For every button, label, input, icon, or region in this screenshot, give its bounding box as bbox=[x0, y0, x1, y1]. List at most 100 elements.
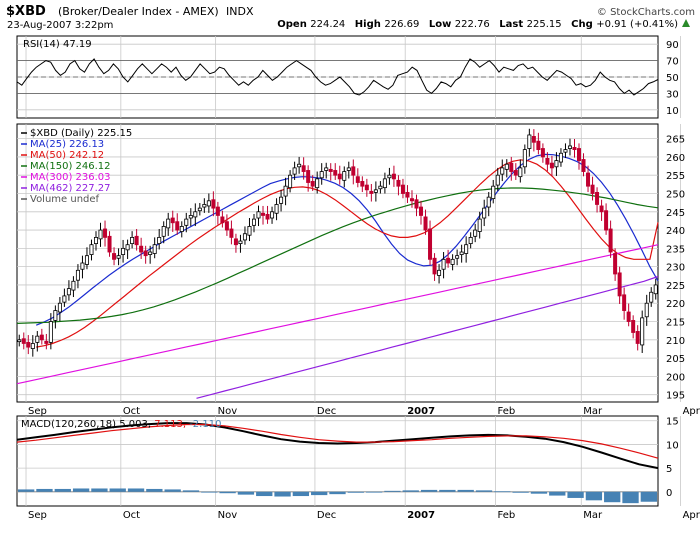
macd-x-tick-label: Mar bbox=[583, 510, 603, 521]
price-y-tick-label: 250 bbox=[666, 190, 685, 201]
candle-body bbox=[157, 236, 162, 245]
candle-body bbox=[513, 170, 518, 176]
ma-line-ma25 bbox=[35, 153, 659, 326]
candle-body bbox=[590, 184, 595, 194]
candle-body bbox=[333, 170, 338, 176]
macd-y-tick-label: 10 bbox=[666, 440, 679, 451]
candle-body bbox=[581, 159, 586, 172]
candle-body bbox=[193, 211, 198, 218]
candle-body bbox=[242, 233, 247, 241]
rsi-y-tick-label: 70 bbox=[666, 57, 679, 68]
candle-body bbox=[450, 258, 455, 265]
macd-histogram-bar bbox=[365, 491, 383, 493]
candle-body bbox=[184, 218, 189, 226]
macd-panel: SepOctNovDec2007FebMarAprMayJunJulAug051… bbox=[16, 415, 700, 521]
histogram-value: -2.110 bbox=[189, 419, 221, 430]
candle-body bbox=[80, 262, 85, 270]
signal-line bbox=[16, 423, 659, 459]
candle-body bbox=[247, 226, 252, 236]
legend-ma150: MA(150) 246.12 bbox=[30, 161, 111, 172]
candle-body bbox=[324, 167, 329, 171]
price-y-tick-label: 265 bbox=[666, 135, 685, 146]
candle-body bbox=[572, 147, 577, 151]
price-x-tick-label: Oct bbox=[123, 406, 140, 417]
candle-body bbox=[21, 338, 26, 344]
legend-ma462: MA(462) 227.27 bbox=[30, 183, 111, 194]
candle-body bbox=[134, 235, 139, 246]
candle-body bbox=[382, 178, 387, 189]
candle-body bbox=[116, 255, 121, 259]
index-description: (Broker/Dealer Index - AMEX) bbox=[58, 5, 219, 18]
price-y-tick-label: 255 bbox=[666, 171, 685, 182]
candle-body bbox=[279, 196, 284, 204]
candle-body bbox=[143, 250, 148, 257]
timestamp-label: 23-Aug-2007 3:22pm bbox=[7, 20, 113, 31]
price-legend-title: $XBD (Daily) 225.15 bbox=[30, 128, 132, 139]
ma-line-ma462 bbox=[196, 275, 659, 399]
price-y-tick-label: 230 bbox=[666, 263, 685, 274]
open-label: Open bbox=[277, 19, 307, 30]
candle-body bbox=[220, 216, 225, 224]
price-y-tick-label: 200 bbox=[666, 372, 685, 383]
macd-histogram-bar bbox=[36, 488, 53, 492]
candle-body bbox=[400, 184, 405, 194]
price-frame bbox=[16, 123, 659, 403]
candle-body bbox=[540, 148, 545, 158]
macd-value: MACD(120,260,18) 5.003, bbox=[21, 419, 154, 430]
macd-y-tick-label: 15 bbox=[666, 417, 679, 428]
candle-body bbox=[563, 149, 568, 153]
macd-histogram-bar bbox=[292, 491, 310, 497]
candle-body bbox=[251, 218, 256, 226]
candle-body bbox=[256, 211, 261, 219]
candle-body bbox=[504, 163, 509, 170]
candle-body bbox=[373, 189, 378, 193]
price-x-tick-label: Nov bbox=[218, 406, 238, 417]
candle-body bbox=[441, 258, 446, 270]
candle-body bbox=[292, 167, 297, 175]
candle-body bbox=[631, 320, 636, 333]
candle-body bbox=[310, 181, 315, 187]
candle-body bbox=[161, 226, 166, 237]
candle-body bbox=[342, 171, 347, 181]
chart-header: $XBD (Broker/Dealer Index - AMEX) INDX 2… bbox=[6, 4, 695, 31]
macd-x-tick-label: Nov bbox=[218, 510, 238, 521]
candle-body bbox=[387, 174, 392, 179]
candle-body bbox=[604, 210, 609, 231]
candle-body bbox=[586, 172, 591, 187]
macd-histogram-bar bbox=[494, 491, 511, 493]
candle-body bbox=[554, 160, 559, 168]
macd-histogram-bar bbox=[420, 489, 438, 492]
last-label: Last bbox=[499, 19, 523, 30]
candle-body bbox=[599, 205, 604, 213]
macd-y-tick-label: 0 bbox=[666, 488, 672, 499]
candle-body bbox=[306, 170, 311, 183]
candle-body bbox=[26, 341, 31, 348]
candle-body bbox=[495, 174, 500, 186]
symbol-label: $XBD bbox=[6, 4, 46, 19]
candle-body bbox=[608, 228, 613, 253]
macd-histogram-bar bbox=[127, 488, 145, 492]
macd-x-tick-label: Feb bbox=[497, 510, 515, 521]
candle-body bbox=[432, 257, 437, 275]
candle-body bbox=[62, 295, 67, 303]
macd-histogram-bar bbox=[604, 491, 621, 503]
candle-body bbox=[265, 213, 270, 220]
price-x-tick-label: Sep bbox=[28, 406, 47, 417]
last-value: 225.15 bbox=[527, 19, 562, 30]
candle-body bbox=[121, 247, 126, 255]
macd-x-tick-label: Oct bbox=[123, 510, 140, 521]
macd-line bbox=[16, 422, 659, 470]
candle-body bbox=[527, 134, 532, 149]
quote-strip: Open 224.24 High 226.69 Low 222.76 Last … bbox=[277, 19, 678, 30]
macd-histogram-bar bbox=[384, 490, 401, 492]
candle-body bbox=[288, 174, 293, 189]
price-x-tick-label: Mar bbox=[583, 406, 603, 417]
candle-body bbox=[238, 240, 243, 245]
candle-body bbox=[364, 184, 369, 191]
price-y-tick-label: 260 bbox=[666, 153, 685, 164]
candle-body bbox=[509, 162, 514, 172]
macd-histogram-bar bbox=[622, 491, 639, 504]
candle-body bbox=[175, 221, 180, 231]
price-y-tick-label: 210 bbox=[666, 336, 685, 347]
